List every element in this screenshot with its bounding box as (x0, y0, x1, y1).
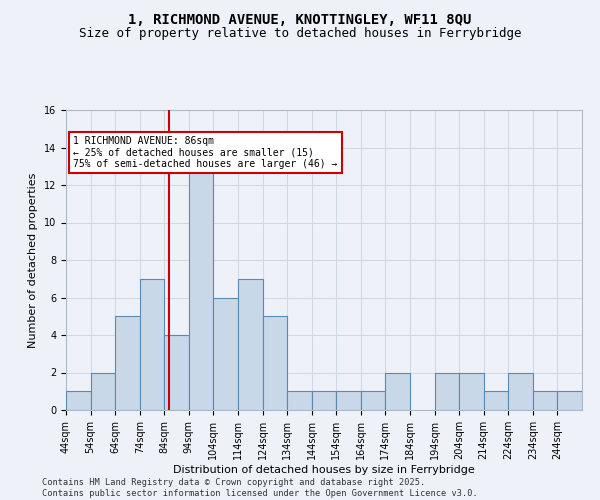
Bar (533, 391, 557, 410)
Text: Contains HM Land Registry data © Crown copyright and database right 2025.
Contai: Contains HM Land Registry data © Crown c… (42, 478, 478, 498)
Bar (214, 298, 238, 410)
Bar (189, 166, 214, 410)
Bar (336, 391, 361, 410)
Text: 1 RICHMOND AVENUE: 86sqm
← 25% of detached houses are smaller (15)
75% of semi-d: 1 RICHMOND AVENUE: 86sqm ← 25% of detach… (73, 136, 338, 170)
Bar (385, 372, 410, 410)
Bar (263, 316, 287, 410)
Bar (66, 391, 91, 410)
Bar (164, 335, 189, 410)
Bar (557, 391, 582, 410)
Text: Size of property relative to detached houses in Ferrybridge: Size of property relative to detached ho… (79, 28, 521, 40)
Bar (140, 279, 164, 410)
Bar (434, 372, 459, 410)
Text: 1, RICHMOND AVENUE, KNOTTINGLEY, WF11 8QU: 1, RICHMOND AVENUE, KNOTTINGLEY, WF11 8Q… (128, 12, 472, 26)
Bar (287, 391, 312, 410)
Bar (484, 391, 508, 410)
Bar (91, 372, 115, 410)
Y-axis label: Number of detached properties: Number of detached properties (28, 172, 38, 348)
Bar (459, 372, 484, 410)
Bar (238, 279, 263, 410)
X-axis label: Distribution of detached houses by size in Ferrybridge: Distribution of detached houses by size … (173, 464, 475, 474)
Bar (115, 316, 140, 410)
Bar (361, 391, 385, 410)
Bar (312, 391, 336, 410)
Bar (508, 372, 533, 410)
